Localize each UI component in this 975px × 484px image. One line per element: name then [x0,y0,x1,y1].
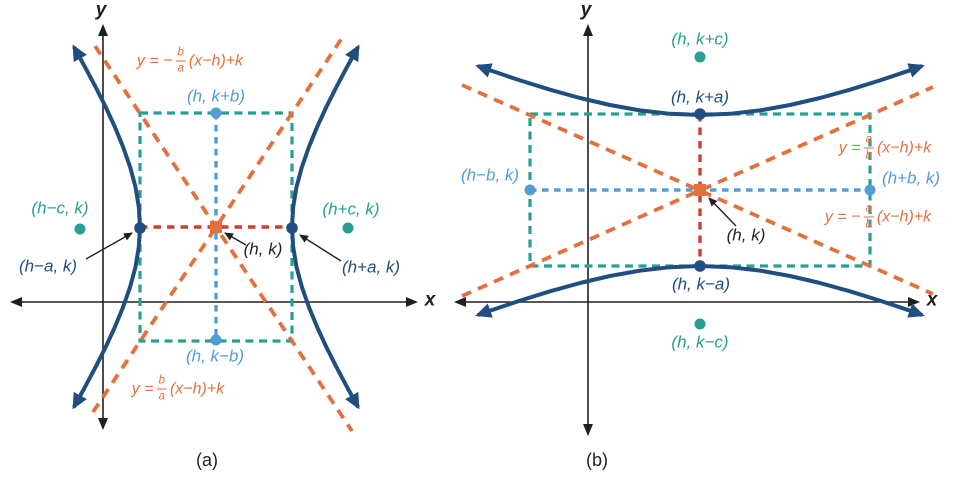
fraction-numerator: a [865,133,872,146]
vertex-left-dot-a [134,222,146,234]
asymptote-negative-a [93,44,354,433]
center-dot-a [210,221,222,233]
covertex-right-dot-b [864,184,876,196]
vertex-bottom-dot-b [694,260,706,272]
asymptote-positive-b [461,85,934,298]
focus-top-label-b: (h, k+c) [671,29,729,49]
equation-pre: y = [131,380,154,398]
focus-right-label-a: (h+c, k) [322,199,380,219]
center-dot-b [694,184,706,196]
vertex-left-label-a: (h−a, k) [18,256,78,276]
covertex-top-label-a: (h, k+b) [186,86,246,106]
equation-post: (x−h)+k [876,208,932,226]
vertex-top-label-b: (h, k+a) [670,87,730,107]
fraction-numerator: b [158,374,165,387]
vertex-right-dot-a [286,222,298,234]
equation-pre: y = [838,139,861,157]
covertex-bottom-dot-a [210,334,222,346]
center-label-b: (h, k) [726,225,766,245]
asymptote-positive-a [91,33,346,414]
focus-left-label-a: (h−c, k) [31,198,89,218]
caption-a: (a) [196,450,218,471]
y-axis-label-a: y [95,0,107,21]
fraction-denominator: b [863,216,874,230]
pointer-vertex-left-a [85,232,133,260]
equation-pre: y = − [136,52,173,70]
center-label-a: (h, k) [243,239,283,259]
focus-right-dot-a [342,222,354,234]
covertex-left-dot-b [524,184,536,196]
focus-bottom-label-b: (h, k−c) [671,332,729,352]
covertex-bottom-label-a: (h, k−b) [185,346,245,366]
pointer-center-b [708,197,737,227]
covertex-left-label-b: (h−b, k) [460,165,520,185]
equation-pre: y = − [824,208,861,226]
asymptote-negative-b [461,83,934,296]
caption-b: (b) [586,450,608,471]
equation-post: (x−h)+k [188,52,244,70]
equation-post: (x−h)+k [169,380,225,398]
vertex-right-label-a: (h+a, k) [341,257,401,277]
panel-a [10,24,418,433]
fraction-numerator: b [177,46,184,59]
focus-left-dot-a [74,223,86,235]
fraction-numerator: a [865,202,872,215]
fraction-denominator: a [156,388,167,402]
fraction-denominator: a [175,60,186,74]
pointer-center-a [224,232,247,246]
x-axis-label-a: x [424,289,436,311]
y-axis-label-b: y [580,0,592,21]
vertex-top-dot-b [694,108,706,120]
focus-bottom-dot-b [694,318,706,330]
panel-b [454,24,934,436]
pointer-vertex-right-a [299,234,342,262]
covertex-top-dot-a [210,107,222,119]
focus-top-dot-b [694,51,706,63]
x-axis-label-b: x [926,289,938,311]
fraction-denominator: b [863,147,874,161]
covertex-right-label-b: (h+b, k) [881,168,941,188]
equation-post: (x−h)+k [876,139,932,157]
vertex-bottom-label-b: (h, k−a) [671,274,731,294]
